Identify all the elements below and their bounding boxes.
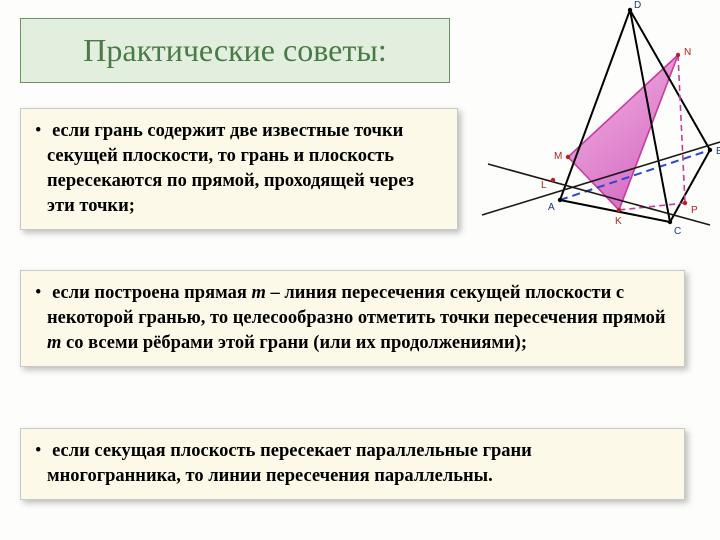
tip-box-2: если построена прямая m – линия пересече… [20, 270, 685, 367]
svg-text:K: K [615, 216, 622, 227]
svg-text:L: L [541, 180, 547, 191]
svg-text:B: B [716, 146, 720, 157]
tip-2-text-a: если построена прямая [52, 283, 251, 303]
svg-text:N: N [684, 47, 691, 58]
tip-2-m2: m [47, 333, 61, 353]
tip-3-item: если секущая плоскость пересекает паралл… [47, 439, 670, 489]
svg-text:P: P [691, 205, 698, 216]
tip-3-text: если секущая плоскость пересекает паралл… [47, 441, 532, 486]
tip-2-item: если построена прямая m – линия пересече… [47, 281, 670, 356]
svg-text:C: C [674, 226, 681, 237]
svg-text:A: A [548, 202, 555, 213]
tip-1-text: если грань содержит две известные точки … [47, 121, 414, 216]
tip-box-3: если секущая плоскость пересекает паралл… [20, 428, 685, 500]
tetrahedron-diagram: D A B C N M L K P [460, 0, 720, 240]
svg-text:D: D [634, 0, 641, 11]
tip-2-m1: m [251, 283, 265, 303]
svg-text:M: M [554, 151, 562, 162]
tip-box-1: если грань содержит две известные точки … [20, 108, 458, 230]
page-title: Практические советы: [83, 32, 386, 69]
tip-1-item: если грань содержит две известные точки … [47, 119, 443, 219]
tip-2-text-c: со всеми рёбрами этой грани (или их прод… [61, 333, 527, 353]
title-box: Практические советы: [20, 18, 450, 83]
